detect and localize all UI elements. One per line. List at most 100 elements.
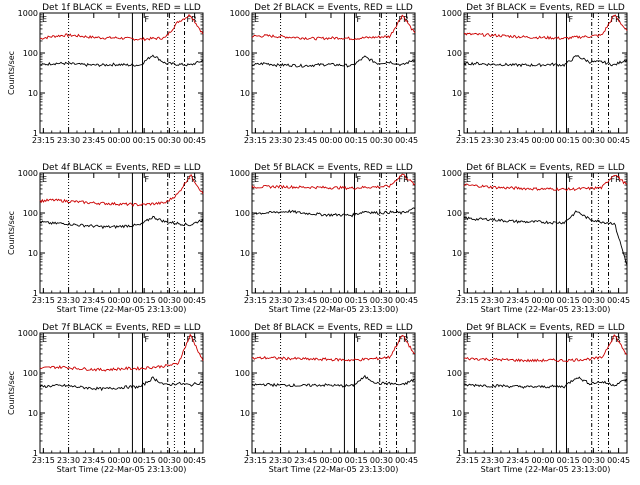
marker-label: E	[466, 175, 471, 184]
marker-label: E	[466, 15, 471, 24]
y-tick-label: 1000	[442, 329, 462, 338]
lld-series-line	[464, 14, 628, 41]
marker-label: F	[569, 15, 574, 24]
marker-label: E	[254, 175, 259, 184]
x-tick-label: 23:30	[57, 456, 80, 465]
panel-title: Det 1f BLACK = Events, RED = LLD	[42, 3, 201, 13]
x-tick-label: 00:30	[582, 296, 605, 305]
panel-5: Det 5f BLACK = Events, RED = LLD 1 10 100 10…	[230, 163, 418, 314]
panel-8: Det 8f BLACK = Events, RED = LLD 1 10 100 10…	[230, 323, 418, 474]
x-tick-label: 00:15	[345, 456, 368, 465]
x-tick-label: 00:45	[607, 136, 630, 145]
marker-label: F	[569, 175, 574, 184]
panel-title: Det 6f BLACK = Events, RED = LLD	[466, 163, 625, 173]
y-tick-label: 1000	[230, 9, 250, 18]
x-tick-label: 00:00	[319, 456, 342, 465]
y-tick-label: 100	[447, 209, 462, 218]
events-series-line	[39, 54, 204, 67]
y-tick-label: 100	[235, 369, 250, 378]
x-tick-label: 00:30	[158, 456, 181, 465]
panel-9: Det 9f BLACK = Events, RED = LLD 1 10 100 10…	[442, 323, 630, 474]
x-tick-label: 23:15	[244, 136, 267, 145]
events-series-line	[251, 207, 416, 218]
x-tick-label: 00:30	[370, 456, 393, 465]
x-axis-label: Start Time (22-Mar-05 23:13:00)	[269, 465, 399, 474]
x-tick-label: 00:30	[582, 456, 605, 465]
lld-series-line	[251, 14, 416, 41]
y-axis-label: Counts/sec	[7, 51, 16, 95]
x-tick-label: 23:45	[506, 136, 529, 145]
panel-title: Det 3f BLACK = Events, RED = LLD	[466, 3, 625, 13]
panel-4: Det 4f BLACK = Events, RED = LLD 1 10 100 10…	[7, 163, 206, 314]
marker-label: F	[145, 175, 150, 184]
plot-frame	[251, 172, 416, 294]
lld-series-line	[251, 334, 416, 362]
y-tick-label: 100	[23, 369, 38, 378]
y-tick-label: 1	[33, 289, 38, 298]
x-tick-label: 00:15	[133, 296, 156, 305]
x-tick-label: 00:15	[133, 136, 156, 145]
panel-title: Det 4f BLACK = Events, RED = LLD	[42, 163, 201, 173]
y-tick-label: 10	[452, 89, 462, 98]
x-tick-label: 00:00	[319, 136, 342, 145]
x-tick-label: 23:30	[269, 136, 292, 145]
x-tick-label: 00:00	[107, 296, 130, 305]
plot-frame	[39, 332, 204, 454]
marker-label: F	[357, 335, 362, 344]
lld-series-line	[39, 333, 204, 372]
x-tick-label: 23:15	[244, 296, 267, 305]
y-tick-label: 1	[245, 289, 250, 298]
plot-frame	[463, 12, 628, 134]
panel-3: Det 3f BLACK = Events, RED = LLD 1 10 100 10…	[442, 3, 630, 145]
x-tick-label: 00:45	[395, 456, 418, 465]
x-tick-label: 23:30	[57, 296, 80, 305]
y-tick-label: 1000	[18, 9, 38, 18]
x-tick-label: 00:30	[158, 296, 181, 305]
x-tick-label: 00:15	[133, 456, 156, 465]
marker-label: E	[254, 335, 259, 344]
marker-label: FR	[187, 175, 198, 184]
lld-series-line	[251, 173, 416, 191]
x-axis-label: Start Time (22-Mar-05 23:13:00)	[269, 305, 399, 314]
marker-label: FR	[187, 15, 198, 24]
marker-label: FR	[611, 175, 622, 184]
x-tick-label: 00:45	[395, 136, 418, 145]
y-tick-label: 100	[447, 49, 462, 58]
x-tick-label: 00:45	[607, 296, 630, 305]
plot-frame	[39, 172, 204, 294]
marker-label: FR	[399, 15, 410, 24]
marker-label: E	[254, 15, 259, 24]
x-tick-label: 23:45	[294, 456, 317, 465]
x-tick-label: 00:15	[557, 296, 580, 305]
x-axis-label: Start Time (22-Mar-05 23:13:00)	[57, 465, 187, 474]
y-tick-label: 10	[240, 409, 250, 418]
x-tick-label: 00:30	[582, 136, 605, 145]
events-series-line	[39, 376, 204, 392]
x-tick-label: 00:00	[319, 296, 342, 305]
x-tick-label: 23:15	[456, 136, 479, 145]
marker-label: E	[42, 15, 47, 24]
events-series-line	[251, 55, 416, 68]
marker-label: F	[357, 175, 362, 184]
y-axis-label: Counts/sec	[7, 371, 16, 415]
y-tick-label: 100	[23, 209, 38, 218]
y-tick-label: 1000	[230, 329, 250, 338]
y-tick-label: 1	[33, 449, 38, 458]
panel-title: Det 9f BLACK = Events, RED = LLD	[466, 323, 625, 333]
panel-1: Det 1f BLACK = Events, RED = LLD 1 10 100 10…	[7, 3, 206, 145]
marker-label: F	[145, 15, 150, 24]
y-tick-label: 10	[28, 249, 38, 258]
x-tick-label: 00:00	[531, 136, 554, 145]
y-tick-label: 1	[457, 449, 462, 458]
marker-label: FR	[399, 335, 410, 344]
x-tick-label: 00:00	[107, 136, 130, 145]
events-series-line	[463, 210, 628, 265]
y-tick-label: 100	[447, 369, 462, 378]
x-tick-label: 23:45	[294, 296, 317, 305]
marker-label: FR	[399, 175, 410, 184]
lld-series-line	[39, 174, 204, 207]
panel-7: Det 7f BLACK = Events, RED = LLD 1 10 100 10…	[7, 323, 206, 474]
x-axis-label: Start Time (22-Mar-05 23:13:00)	[481, 465, 611, 474]
marker-label: E	[42, 175, 47, 184]
x-tick-label: 23:15	[32, 136, 55, 145]
